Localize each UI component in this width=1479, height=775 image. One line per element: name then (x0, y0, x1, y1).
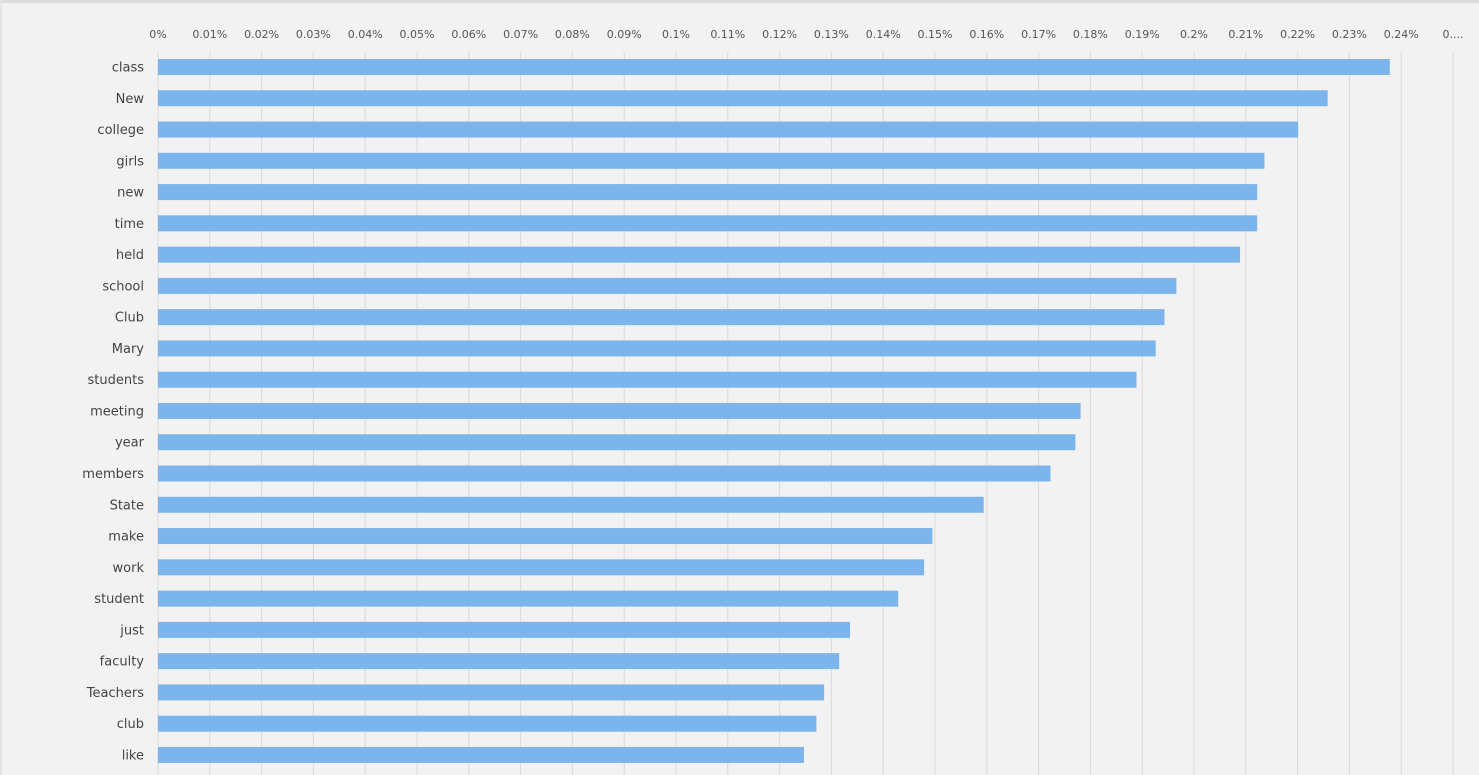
x-tick-label: 0% (149, 28, 166, 41)
x-tick-label: 0.11% (710, 28, 745, 41)
category-labels: class New college girls new time held school Clu… (82, 61, 144, 764)
bar-make[interactable] (158, 528, 933, 545)
x-tick-label: 0.12% (762, 28, 797, 41)
bar-like[interactable] (158, 746, 804, 763)
x-tick-label: 0.09% (607, 28, 642, 41)
x-tick-label: 0.2% (1180, 28, 1208, 41)
category-label: Mary (112, 342, 145, 357)
category-label: New (116, 92, 145, 107)
category-label: just (119, 623, 144, 638)
category-label: year (115, 436, 145, 451)
x-tick-label: 0.01% (192, 28, 227, 41)
bar-mary[interactable] (158, 340, 1156, 357)
category-label: college (97, 123, 144, 138)
x-tick-label: 0.04% (348, 28, 383, 41)
bar-club[interactable] (158, 309, 1165, 326)
bar-work[interactable] (158, 559, 925, 576)
bar-girls[interactable] (158, 152, 1265, 169)
x-tick-label: 0.1% (662, 28, 690, 41)
bar-student[interactable] (158, 590, 899, 607)
x-tick-label: 0.16% (969, 28, 1004, 41)
x-tick-label: 0.18% (1073, 28, 1108, 41)
x-tick-label: 0.03% (296, 28, 331, 41)
category-label: Club (115, 311, 144, 326)
category-label: students (88, 373, 145, 388)
x-tick-label: 0.22% (1280, 28, 1315, 41)
category-label: club (117, 717, 144, 732)
category-label: school (102, 279, 144, 294)
category-label: faculty (100, 655, 145, 670)
bar-college[interactable] (158, 121, 1299, 138)
x-tick-label: 0.... (1443, 28, 1464, 41)
category-label: Teachers (86, 686, 144, 701)
x-tick-label: 0.15% (918, 28, 953, 41)
bar-year[interactable] (158, 434, 1076, 451)
bar-held[interactable] (158, 246, 1241, 263)
bar-students[interactable] (158, 371, 1137, 388)
bar-club[interactable] (158, 715, 817, 732)
x-tick-label: 0.02% (244, 28, 279, 41)
category-label: student (94, 592, 144, 607)
bar-meeting[interactable] (158, 402, 1081, 419)
bar-school[interactable] (158, 277, 1177, 294)
top-border (0, 0, 1479, 3)
category-label: class (112, 61, 144, 76)
x-tick-label: 0.06% (451, 28, 486, 41)
x-tick-label: 0.14% (866, 28, 901, 41)
bar-state[interactable] (158, 496, 984, 513)
category-label: time (115, 217, 144, 232)
x-tick-label: 0.19% (1125, 28, 1160, 41)
x-tick-label: 0.24% (1384, 28, 1419, 41)
bar-time[interactable] (158, 215, 1258, 232)
x-tick-label: 0.23% (1332, 28, 1367, 41)
bar-teachers[interactable] (158, 684, 825, 701)
bars (158, 59, 1390, 763)
bar-members[interactable] (158, 465, 1051, 482)
x-tick-label: 0.08% (555, 28, 590, 41)
bar-class[interactable] (158, 59, 1390, 75)
category-label: meeting (90, 404, 144, 419)
category-label: work (113, 561, 145, 576)
x-tick-label: 0.17% (1021, 28, 1056, 41)
bar-new[interactable] (158, 90, 1328, 107)
x-axis-tick-labels: 0% 0.01% 0.02% 0.03% 0.04% 0.05% 0.06% 0.07% 0.0… (149, 28, 1463, 41)
bar-faculty[interactable] (158, 653, 840, 670)
category-label: State (110, 498, 144, 513)
category-label: make (108, 530, 144, 545)
category-label: members (82, 467, 144, 482)
x-tick-label: 0.21% (1228, 28, 1263, 41)
category-label: new (117, 186, 144, 201)
x-tick-label: 0.13% (814, 28, 849, 41)
category-label: held (116, 248, 144, 263)
category-label: like (122, 748, 144, 763)
bar-new[interactable] (158, 184, 1258, 201)
category-label: girls (116, 154, 144, 169)
left-border (0, 0, 2, 775)
x-tick-label: 0.05% (400, 28, 435, 41)
bar-just[interactable] (158, 621, 851, 638)
x-tick-label: 0.07% (503, 28, 538, 41)
